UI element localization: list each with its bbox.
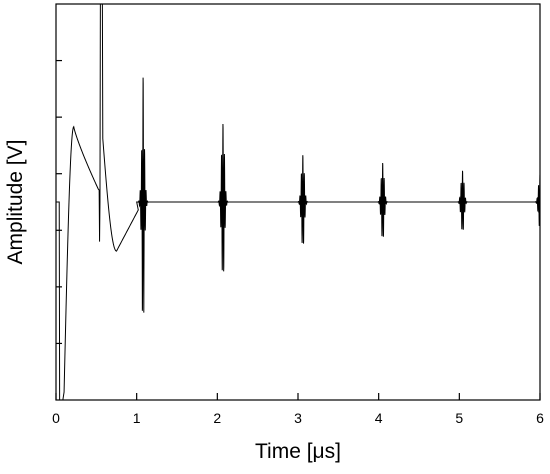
x-tick-label: 1	[133, 410, 141, 426]
x-tick-label: 0	[52, 410, 60, 426]
x-tick-label: 2	[213, 410, 221, 426]
y-axis-title: Amplitude [V]	[4, 140, 27, 265]
x-tick-label: 4	[375, 410, 383, 426]
signal-line	[56, 3, 541, 401]
x-axis-title: Time [μs]	[255, 440, 341, 463]
x-tick-label: 3	[294, 410, 302, 426]
x-axis-ticks: 0 1 2 3 4 5 6	[52, 393, 544, 426]
x-tick-label: 5	[455, 410, 463, 426]
x-tick-label: 6	[536, 410, 544, 426]
